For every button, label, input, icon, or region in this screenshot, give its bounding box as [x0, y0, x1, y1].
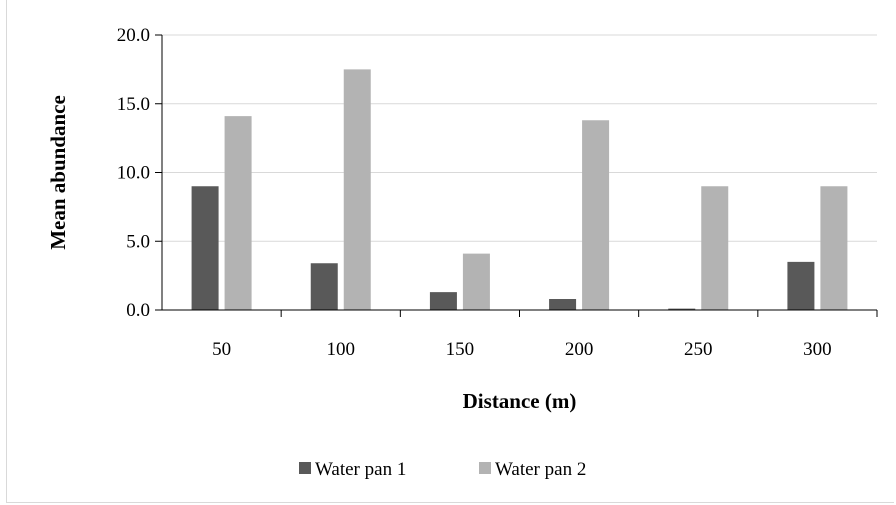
bar-water-pan-2-300 [820, 186, 848, 310]
y-tick-label: 10.0 [117, 163, 150, 184]
bar-water-pan-1-100 [310, 263, 338, 310]
chart-frame [6, 0, 894, 503]
x-tick-label: 200 [565, 339, 594, 360]
legend-label-water-pan-1: Water pan 1 [315, 459, 406, 480]
y-tick-label: 5.0 [126, 231, 150, 252]
x-axis-title: Distance (m) [463, 389, 577, 413]
bar-water-pan-1-200 [549, 299, 577, 310]
bar-water-pan-2-100 [343, 69, 371, 310]
bar-water-pan-2-250 [701, 186, 729, 310]
bar-water-pan-2-150 [462, 253, 490, 310]
bar-water-pan-1-250 [668, 308, 696, 310]
y-axis-title: Mean abundance [46, 95, 70, 250]
legend-swatch-water-pan-2 [479, 462, 491, 474]
x-tick-label: 300 [803, 339, 832, 360]
gridlines [155, 34, 878, 317]
x-tick-label: 150 [446, 339, 475, 360]
legend-swatch-water-pan-1 [299, 462, 311, 474]
x-tick-label: 100 [327, 339, 356, 360]
legend-label-water-pan-2: Water pan 2 [495, 459, 586, 480]
legend: Water pan 1 Water pan 2 [299, 459, 586, 480]
x-tick-label: 250 [684, 339, 713, 360]
x-tick-labels: 50 100 150 200 250 300 [212, 339, 832, 360]
bar-water-pan-2-50 [224, 116, 252, 310]
bar-water-pan-2-200 [582, 120, 610, 310]
y-tick-label: 0.0 [126, 300, 150, 321]
axes [161, 35, 877, 311]
bar-water-pan-1-300 [787, 261, 815, 310]
y-tick-labels: 0.0 5.0 10.0 15.0 20.0 [117, 25, 150, 321]
bar-water-pan-1-150 [429, 292, 457, 310]
bars [191, 69, 848, 310]
y-tick-label: 20.0 [117, 25, 150, 46]
x-tick-label: 50 [212, 339, 231, 360]
bar-water-pan-1-50 [191, 186, 219, 310]
y-tick-label: 15.0 [117, 94, 150, 115]
